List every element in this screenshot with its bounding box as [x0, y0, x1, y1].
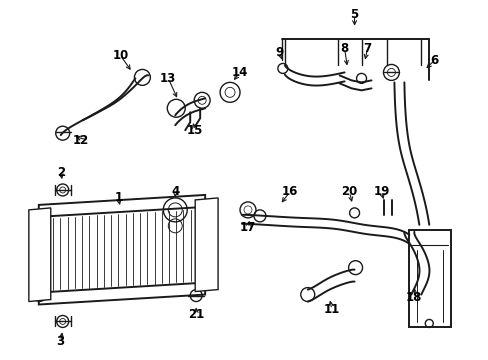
Text: 19: 19 — [372, 185, 389, 198]
Text: 20: 20 — [341, 185, 357, 198]
Text: 3: 3 — [57, 335, 64, 348]
Text: 4: 4 — [171, 185, 179, 198]
Text: 1: 1 — [114, 192, 122, 204]
Bar — [408, 230, 450, 328]
Text: 16: 16 — [281, 185, 297, 198]
Text: 17: 17 — [240, 221, 256, 234]
Text: 13: 13 — [160, 72, 176, 85]
Text: 2: 2 — [57, 166, 64, 179]
Polygon shape — [195, 198, 218, 292]
Text: 8: 8 — [340, 42, 348, 55]
Text: 5: 5 — [350, 8, 358, 21]
Polygon shape — [39, 195, 205, 305]
Text: 21: 21 — [188, 308, 204, 321]
Text: 15: 15 — [186, 124, 203, 137]
Text: 18: 18 — [406, 291, 422, 304]
Text: 6: 6 — [429, 54, 438, 67]
Text: 11: 11 — [323, 303, 339, 316]
Text: 7: 7 — [363, 42, 371, 55]
Text: 14: 14 — [231, 66, 248, 79]
Text: 9: 9 — [275, 46, 284, 59]
Text: 10: 10 — [112, 49, 128, 62]
Polygon shape — [29, 208, 51, 302]
Text: 12: 12 — [72, 134, 88, 147]
